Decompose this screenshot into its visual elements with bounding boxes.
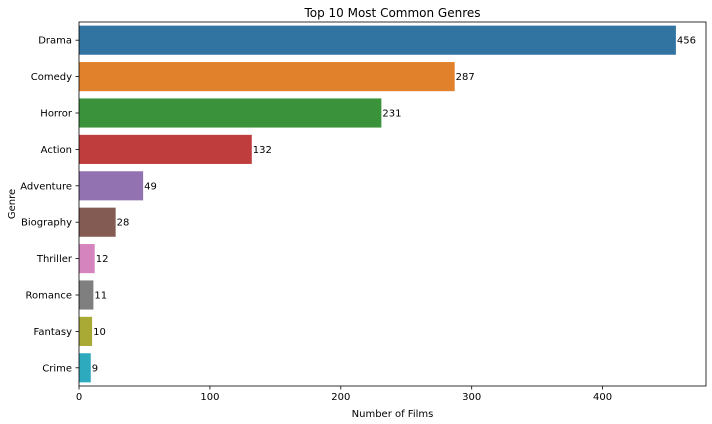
bar-drama bbox=[79, 25, 676, 55]
data-label-crime: 9 bbox=[92, 363, 98, 374]
bar-action bbox=[79, 134, 252, 164]
bar-biography bbox=[79, 207, 116, 237]
y-tick-label-drama: Drama bbox=[38, 36, 72, 47]
bar-fantasy bbox=[79, 316, 93, 346]
data-label-fantasy: 10 bbox=[93, 327, 106, 338]
y-tick-label-thriller: Thriller bbox=[36, 254, 73, 265]
data-label-drama: 456 bbox=[677, 36, 696, 47]
y-tick-label-adventure: Adventure bbox=[20, 181, 72, 192]
y-tick-label-comedy: Comedy bbox=[31, 72, 72, 83]
x-tick-label-100: 100 bbox=[200, 392, 219, 403]
data-label-thriller: 12 bbox=[96, 254, 109, 265]
y-axis-title: Genre bbox=[7, 189, 18, 219]
bar-crime bbox=[79, 353, 91, 383]
y-tick-label-biography: Biography bbox=[21, 218, 72, 229]
bar-adventure bbox=[79, 171, 144, 201]
x-tick-label-400: 400 bbox=[593, 392, 612, 403]
x-tick-label-200: 200 bbox=[331, 392, 350, 403]
data-label-adventure: 49 bbox=[144, 181, 157, 192]
y-tick-label-crime: Crime bbox=[42, 363, 72, 374]
data-label-biography: 28 bbox=[117, 218, 130, 229]
data-label-comedy: 287 bbox=[456, 72, 475, 83]
x-tick-label-300: 300 bbox=[462, 392, 481, 403]
x-axis: 0 100 200 300 400 bbox=[76, 386, 612, 403]
bars-group: 456 287 231 132 49 28 12 11 10 9 bbox=[79, 25, 696, 383]
bar-horror bbox=[79, 98, 382, 128]
y-tick-label-action: Action bbox=[41, 145, 72, 156]
y-tick-label-horror: Horror bbox=[40, 109, 73, 120]
plot-border bbox=[78, 21, 707, 387]
data-label-action: 132 bbox=[253, 145, 272, 156]
y-tick-labels: Drama Comedy Horror Action Adventure Biograph… bbox=[20, 36, 79, 374]
x-axis-title: Number of Films bbox=[352, 409, 434, 420]
bar-comedy bbox=[79, 62, 455, 92]
chart-title: Top 10 Most Common Genres bbox=[303, 6, 480, 20]
y-tick-label-fantasy: Fantasy bbox=[34, 327, 73, 338]
plot-frame bbox=[78, 21, 707, 387]
data-label-romance: 11 bbox=[94, 291, 107, 302]
y-tick-label-romance: Romance bbox=[26, 291, 72, 302]
bar-thriller bbox=[79, 244, 95, 274]
bar-romance bbox=[79, 280, 94, 310]
x-tick-label-0: 0 bbox=[76, 392, 82, 403]
data-label-horror: 231 bbox=[382, 109, 401, 120]
